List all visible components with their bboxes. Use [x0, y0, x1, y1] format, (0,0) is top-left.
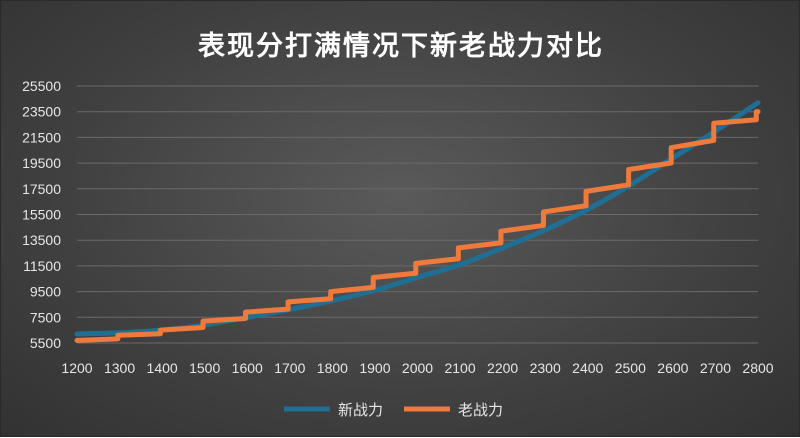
x-tick-label: 1500: [189, 360, 220, 376]
y-tick-label: 7500: [30, 309, 61, 325]
chart-title: 表现分打满情况下新老战力对比: [198, 30, 604, 62]
y-axis-ticks: 5500 7500 9500 11500 13500 15500 17500 19500 215…: [22, 78, 61, 351]
x-tick-label: 2300: [530, 360, 561, 376]
y-tick-label: 25500: [22, 78, 61, 94]
x-tick-label: 2200: [487, 360, 518, 376]
legend: 新战力 老战力: [284, 401, 503, 419]
y-tick-label: 5500: [30, 335, 61, 351]
x-tick-label: 2500: [615, 360, 646, 376]
x-tick-label: 1200: [61, 360, 92, 376]
y-tick-label: 23500: [22, 104, 61, 120]
legend-label: 老战力: [458, 401, 503, 419]
y-tick-label: 9500: [30, 284, 61, 300]
x-tick-label: 2100: [444, 360, 475, 376]
x-tick-label: 2400: [572, 360, 603, 376]
x-tick-label: 2000: [402, 360, 433, 376]
x-tick-label: 1700: [274, 360, 305, 376]
x-tick-label: 1400: [147, 360, 178, 376]
x-tick-label: 2700: [700, 360, 731, 376]
series: [74, 100, 761, 343]
x-tick-label: 1900: [359, 360, 390, 376]
y-tick-label: 21500: [22, 129, 61, 145]
x-tick-label: 1600: [232, 360, 263, 376]
grid: [77, 85, 758, 344]
y-tick-label: 17500: [22, 181, 61, 197]
legend-label: 新战力: [338, 401, 383, 419]
x-tick-label: 2800: [742, 360, 773, 376]
y-tick-label: 13500: [22, 232, 61, 248]
x-tick-label: 2600: [657, 360, 688, 376]
x-axis-ticks: 1200 1300 1400 1500 1600 1700 1800 1900 2000 2100…: [61, 360, 773, 376]
x-tick-label: 1800: [317, 360, 348, 376]
series-line-2: [74, 109, 761, 343]
y-tick-label: 15500: [22, 207, 61, 223]
x-tick-label: 1300: [104, 360, 135, 376]
y-tick-label: 11500: [23, 258, 61, 274]
y-tick-label: 19500: [22, 155, 61, 171]
